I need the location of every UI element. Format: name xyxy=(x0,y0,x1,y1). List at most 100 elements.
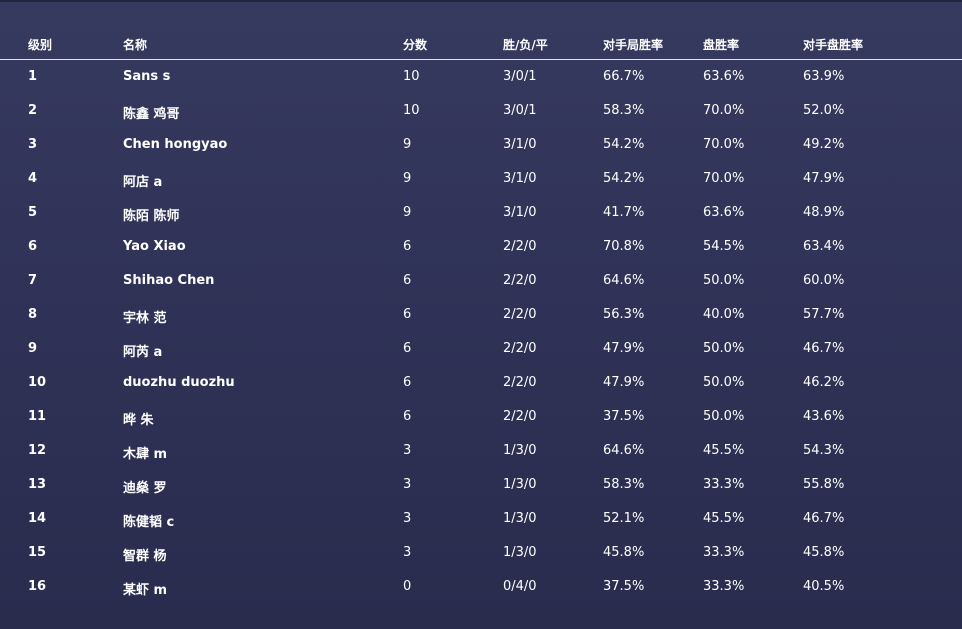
cell-points: 6 xyxy=(403,307,412,322)
cell-points: 3 xyxy=(403,545,412,560)
cell-player-name: Sans s xyxy=(123,69,171,84)
cell-player-name: 晔 朱 xyxy=(123,413,154,428)
column-header-points[interactable]: 分数 xyxy=(403,38,428,52)
cell-rank: 13 xyxy=(28,477,47,492)
table-body: 1 Sans s 10 3/0/1 66.7% 63.6% 63.9% 2 陈鑫 鸡哥 10 3/0… xyxy=(0,60,962,604)
cell-record: 1/3/0 xyxy=(503,545,537,560)
table-row[interactable]: 14 陈健韬 c 3 1/3/0 52.1% 45.5% 46.7% xyxy=(0,502,962,536)
cell-points: 10 xyxy=(403,69,420,84)
table-row[interactable]: 16 某虾 m 0 0/4/0 37.5% 33.3% 40.5% xyxy=(0,570,962,604)
cell-rank: 4 xyxy=(28,171,38,186)
cell-opponent-game-win-rate: 40.5% xyxy=(803,579,845,594)
cell-opponent-match-win-rate: 47.9% xyxy=(603,375,645,390)
cell-rank: 11 xyxy=(28,409,47,424)
cell-rank: 15 xyxy=(28,545,47,560)
cell-points: 6 xyxy=(403,409,412,424)
cell-rank: 14 xyxy=(28,511,47,526)
cell-game-win-rate: 33.3% xyxy=(703,477,745,492)
cell-game-win-rate: 50.0% xyxy=(703,341,745,356)
cell-opponent-game-win-rate: 46.7% xyxy=(803,511,845,526)
cell-rank: 7 xyxy=(28,273,38,288)
cell-record: 3/1/0 xyxy=(503,171,537,186)
cell-player-name: 阿芮 a xyxy=(123,345,163,360)
table-row[interactable]: 10 duozhu duozhu 6 2/2/0 47.9% 50.0% 46.2% xyxy=(0,366,962,400)
cell-record: 2/2/0 xyxy=(503,307,537,322)
cell-opponent-game-win-rate: 57.7% xyxy=(803,307,845,322)
cell-game-win-rate: 70.0% xyxy=(703,103,745,118)
cell-points: 0 xyxy=(403,579,412,594)
cell-player-name: 木肆 m xyxy=(123,447,168,462)
cell-record: 2/2/0 xyxy=(503,409,537,424)
cell-rank: 10 xyxy=(28,375,47,390)
column-header-opponent-match-win-rate[interactable]: 对手局胜率 xyxy=(603,38,664,52)
cell-rank: 2 xyxy=(28,103,38,118)
cell-record: 0/4/0 xyxy=(503,579,537,594)
cell-game-win-rate: 54.5% xyxy=(703,239,745,254)
cell-points: 6 xyxy=(403,341,412,356)
cell-opponent-match-win-rate: 58.3% xyxy=(603,477,645,492)
cell-opponent-game-win-rate: 54.3% xyxy=(803,443,845,458)
cell-player-name: duozhu duozhu xyxy=(123,375,235,390)
cell-player-name: 智群 杨 xyxy=(123,549,167,564)
cell-points: 3 xyxy=(403,477,412,492)
cell-record: 2/2/0 xyxy=(503,375,537,390)
cell-opponent-match-win-rate: 45.8% xyxy=(603,545,645,560)
cell-opponent-game-win-rate: 43.6% xyxy=(803,409,845,424)
standings-table: 级别 名称 分数 胜/负/平 对手局胜率 盘胜率 对手盘胜率 1 Sans s 10… xyxy=(0,28,962,604)
table-row[interactable]: 9 阿芮 a 6 2/2/0 47.9% 50.0% 46.7% xyxy=(0,332,962,366)
cell-record: 1/3/0 xyxy=(503,443,537,458)
cell-record: 1/3/0 xyxy=(503,511,537,526)
table-row[interactable]: 1 Sans s 10 3/0/1 66.7% 63.6% 63.9% xyxy=(0,60,962,94)
cell-record: 3/1/0 xyxy=(503,137,537,152)
cell-points: 9 xyxy=(403,171,412,186)
cell-game-win-rate: 50.0% xyxy=(703,375,745,390)
table-row[interactable]: 15 智群 杨 3 1/3/0 45.8% 33.3% 45.8% xyxy=(0,536,962,570)
cell-rank: 5 xyxy=(28,205,38,220)
cell-opponent-match-win-rate: 54.2% xyxy=(603,137,645,152)
cell-points: 3 xyxy=(403,443,412,458)
cell-opponent-game-win-rate: 63.4% xyxy=(803,239,845,254)
cell-rank: 1 xyxy=(28,69,38,84)
cell-points: 6 xyxy=(403,239,412,254)
column-header-game-win-rate[interactable]: 盘胜率 xyxy=(703,38,740,52)
cell-player-name: 某虾 m xyxy=(123,583,168,598)
table-row[interactable]: 6 Yao Xiao 6 2/2/0 70.8% 54.5% 63.4% xyxy=(0,230,962,264)
cell-opponent-match-win-rate: 41.7% xyxy=(603,205,645,220)
table-row[interactable]: 7 Shihao Chen 6 2/2/0 64.6% 50.0% 60.0% xyxy=(0,264,962,298)
cell-record: 2/2/0 xyxy=(503,239,537,254)
table-row[interactable]: 11 晔 朱 6 2/2/0 37.5% 50.0% 43.6% xyxy=(0,400,962,434)
cell-player-name: Chen hongyao xyxy=(123,137,228,152)
cell-game-win-rate: 33.3% xyxy=(703,545,745,560)
cell-opponent-match-win-rate: 37.5% xyxy=(603,409,645,424)
column-header-record[interactable]: 胜/负/平 xyxy=(503,38,548,52)
table-row[interactable]: 5 陈陌 陈师 9 3/1/0 41.7% 63.6% 48.9% xyxy=(0,196,962,230)
cell-game-win-rate: 70.0% xyxy=(703,171,745,186)
table-row[interactable]: 8 宇林 范 6 2/2/0 56.3% 40.0% 57.7% xyxy=(0,298,962,332)
column-header-opponent-game-win-rate[interactable]: 对手盘胜率 xyxy=(803,38,864,52)
cell-game-win-rate: 63.6% xyxy=(703,205,745,220)
table-row[interactable]: 13 迪燊 罗 3 1/3/0 58.3% 33.3% 55.8% xyxy=(0,468,962,502)
column-header-rank[interactable]: 级别 xyxy=(28,38,53,52)
cell-opponent-game-win-rate: 63.9% xyxy=(803,69,845,84)
cell-game-win-rate: 40.0% xyxy=(703,307,745,322)
cell-opponent-game-win-rate: 47.9% xyxy=(803,171,845,186)
column-header-name[interactable]: 名称 xyxy=(123,38,148,52)
table-row[interactable]: 2 陈鑫 鸡哥 10 3/0/1 58.3% 70.0% 52.0% xyxy=(0,94,962,128)
cell-opponent-game-win-rate: 46.7% xyxy=(803,341,845,356)
top-border xyxy=(0,0,962,2)
table-row[interactable]: 4 阿店 a 9 3/1/0 54.2% 70.0% 47.9% xyxy=(0,162,962,196)
cell-opponent-match-win-rate: 37.5% xyxy=(603,579,645,594)
table-row[interactable]: 12 木肆 m 3 1/3/0 64.6% 45.5% 54.3% xyxy=(0,434,962,468)
cell-record: 1/3/0 xyxy=(503,477,537,492)
cell-game-win-rate: 70.0% xyxy=(703,137,745,152)
cell-player-name: 阿店 a xyxy=(123,175,163,190)
cell-opponent-game-win-rate: 49.2% xyxy=(803,137,845,152)
cell-opponent-match-win-rate: 64.6% xyxy=(603,273,645,288)
cell-opponent-match-win-rate: 64.6% xyxy=(603,443,645,458)
cell-player-name: Shihao Chen xyxy=(123,273,215,288)
cell-opponent-match-win-rate: 47.9% xyxy=(603,341,645,356)
cell-opponent-match-win-rate: 52.1% xyxy=(603,511,645,526)
table-row[interactable]: 3 Chen hongyao 9 3/1/0 54.2% 70.0% 49.2% xyxy=(0,128,962,162)
cell-game-win-rate: 50.0% xyxy=(703,409,745,424)
cell-record: 2/2/0 xyxy=(503,273,537,288)
